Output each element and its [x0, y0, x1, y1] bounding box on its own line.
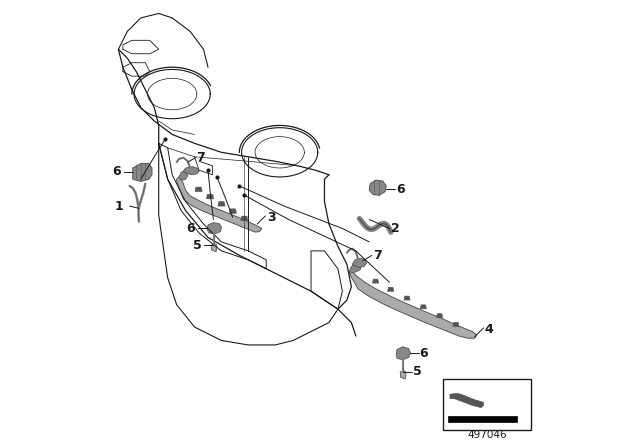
- Polygon shape: [177, 177, 262, 232]
- Text: 6: 6: [396, 182, 404, 196]
- Text: 7: 7: [373, 249, 381, 262]
- Polygon shape: [132, 164, 152, 181]
- Text: 1: 1: [114, 199, 123, 213]
- Polygon shape: [372, 279, 379, 283]
- Polygon shape: [184, 167, 199, 175]
- Polygon shape: [450, 393, 484, 408]
- Text: 3: 3: [267, 211, 276, 224]
- Bar: [443, 379, 531, 430]
- Polygon shape: [195, 187, 202, 192]
- Text: 6: 6: [419, 346, 428, 360]
- Polygon shape: [448, 416, 517, 422]
- Text: 6: 6: [112, 165, 121, 178]
- Text: 6: 6: [186, 222, 195, 235]
- Polygon shape: [349, 263, 361, 273]
- Polygon shape: [396, 347, 410, 360]
- Polygon shape: [369, 180, 387, 195]
- Polygon shape: [420, 305, 426, 309]
- Text: 4: 4: [484, 323, 493, 336]
- Text: 497046: 497046: [467, 431, 507, 440]
- Polygon shape: [352, 258, 367, 267]
- Polygon shape: [218, 202, 225, 206]
- Polygon shape: [207, 194, 214, 199]
- Polygon shape: [436, 314, 443, 318]
- Text: 2: 2: [391, 222, 399, 235]
- Text: 5: 5: [413, 365, 422, 379]
- Polygon shape: [207, 223, 221, 234]
- Polygon shape: [388, 287, 394, 291]
- Text: 5: 5: [193, 238, 202, 252]
- Polygon shape: [179, 171, 188, 180]
- Polygon shape: [404, 296, 410, 300]
- Polygon shape: [452, 323, 459, 327]
- Polygon shape: [241, 216, 248, 220]
- Polygon shape: [349, 270, 477, 338]
- Polygon shape: [400, 371, 406, 379]
- Polygon shape: [229, 209, 236, 213]
- Polygon shape: [211, 244, 217, 252]
- Text: 7: 7: [196, 151, 205, 164]
